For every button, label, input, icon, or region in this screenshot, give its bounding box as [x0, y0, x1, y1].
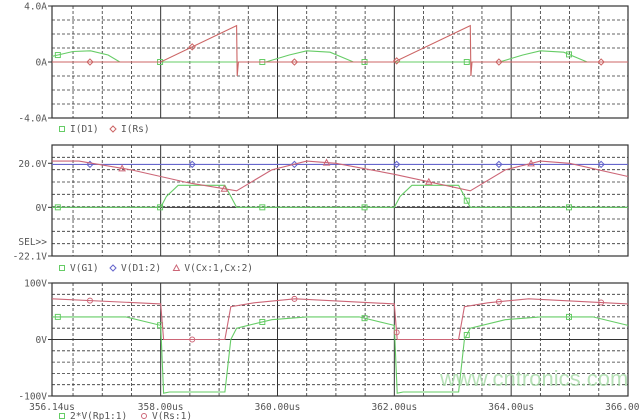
marker-diamond [86, 58, 94, 66]
marker-square [59, 413, 65, 419]
legend-label: V(G1) [70, 263, 99, 274]
series-V(Rs:1): V(Rs:1) [51, 295, 629, 420]
series-I(D1): I(D1) [51, 50, 628, 135]
x-tick-label: 366.00us [605, 402, 640, 413]
marker-diamond [290, 58, 299, 66]
marker-circle [393, 329, 400, 336]
marker-square [565, 313, 572, 320]
series-line [51, 50, 628, 63]
series-line [52, 184, 628, 208]
plot-panel-2: 20.0V 0V -22.1V SEL>> V(G1) V(D1:2) V(Cx:1,Cx:… [13, 144, 629, 274]
selected-plot-marker: SEL>> [18, 237, 47, 248]
marker-square [157, 204, 164, 211]
marker-square [54, 52, 61, 59]
y-tick-label: 100V [24, 279, 47, 290]
marker-square [54, 204, 61, 211]
marker-square [59, 265, 65, 271]
marker-square [565, 204, 572, 211]
marker-diamond [188, 43, 196, 51]
plot-panel-1: 4.0A 0A -4.0A I(D1) I(Rs) [18, 2, 629, 135]
marker-circle [86, 297, 93, 304]
marker-square [59, 126, 65, 132]
marker-diamond [495, 160, 503, 169]
marker-diamond [597, 58, 605, 66]
marker-diamond [392, 160, 401, 169]
marker-diamond [188, 160, 196, 169]
marker-diamond [109, 264, 117, 272]
y-tick-label: 0V [36, 203, 48, 214]
marker-square [361, 204, 368, 211]
y-tick-label: 0V [36, 335, 48, 346]
marker-diamond [109, 125, 117, 133]
marker-diamond [392, 57, 401, 65]
marker-square [54, 313, 61, 320]
marker-triangle [220, 184, 229, 192]
x-tick-label: 362.00us [371, 402, 417, 413]
marker-triangle [424, 177, 433, 185]
marker-square [259, 318, 266, 325]
series-V(D1:2): V(D1:2) [52, 160, 628, 274]
marker-circle [495, 298, 502, 305]
series-line [52, 160, 629, 192]
marker-triangle [527, 159, 535, 167]
marker-circle [189, 336, 196, 343]
series-2*V(Rp1:1): 2*V(Rp1:1) [52, 313, 629, 420]
legend-label: I(D1) [70, 124, 99, 135]
series-V(G1): V(G1) [52, 184, 628, 274]
y-tick-label: -100V [18, 392, 47, 403]
x-tick-label: 358.00us [138, 402, 184, 413]
y-tick-label: -4.0A [18, 114, 47, 125]
marker-circle [141, 413, 147, 419]
series-I(Rs): I(Rs) [52, 24, 628, 135]
marker-diamond [495, 58, 503, 66]
marker-triangle [118, 164, 126, 172]
legend-label: V(D1:2) [121, 263, 161, 274]
y-tick-label: -22.1V [13, 252, 48, 263]
x-tick-label: 360.00us [255, 402, 301, 413]
series-V(Cx:1,Cx:2): V(Cx:1,Cx:2) [52, 158, 629, 274]
marker-triangle [172, 263, 181, 271]
x-tick-label: 364.00us [488, 402, 534, 413]
marker-circle [291, 295, 298, 302]
plot-frame [51, 144, 629, 257]
series-line [52, 24, 628, 77]
marker-diamond [597, 160, 605, 169]
legend-label: 2*V(Rp1:1) [70, 411, 127, 420]
marker-square [463, 331, 470, 338]
marker-circle [598, 299, 605, 306]
marker-square [565, 51, 572, 58]
series-line [51, 298, 629, 341]
watermark: www.cntronics.com [439, 366, 628, 391]
y-tick-label: 4.0A [24, 2, 47, 13]
legend-label: I(Rs) [121, 124, 150, 135]
legend-label: V(Rs:1) [152, 411, 192, 420]
marker-triangle [322, 158, 331, 166]
series-line [52, 316, 629, 394]
marker-square [463, 59, 470, 65]
y-tick-label: 20.0V [18, 159, 47, 170]
x-tick-label: 356.14us [29, 402, 75, 413]
marker-square [463, 197, 470, 204]
legend-label: V(Cx:1,Cx:2) [184, 263, 253, 274]
y-tick-label: 0A [36, 58, 48, 69]
marker-square [259, 204, 266, 211]
marker-square [361, 315, 368, 322]
